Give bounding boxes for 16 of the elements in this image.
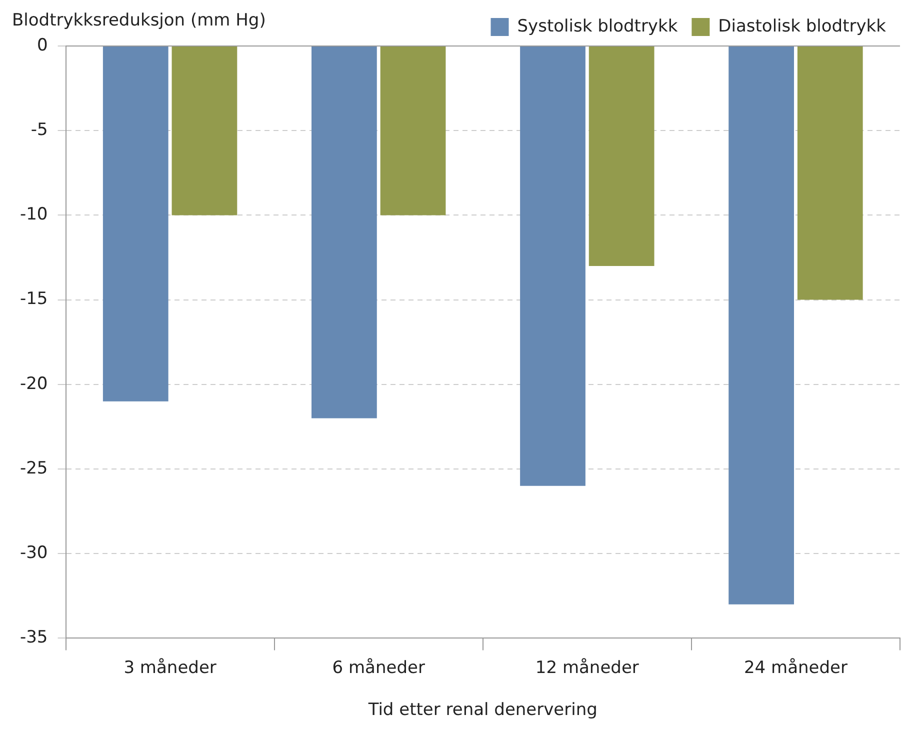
x-axis-title: Tid etter renal denervering bbox=[367, 700, 598, 720]
x-tick-label: 12 måneder bbox=[535, 658, 639, 678]
y-tick-label: -30 bbox=[20, 543, 48, 564]
y-tick-label: 0 bbox=[36, 35, 48, 56]
x-tick-label: 6 måneder bbox=[332, 658, 425, 678]
y-tick-label: -10 bbox=[20, 204, 48, 225]
y-tick-label: -20 bbox=[20, 374, 48, 394]
y-tick-label: -15 bbox=[20, 289, 48, 310]
legend-label: Diastolisk blodtrykk bbox=[718, 16, 886, 36]
y-tick-label: -35 bbox=[20, 628, 48, 648]
y-tick-label: -25 bbox=[20, 458, 48, 478]
x-tick-label: 3 måneder bbox=[124, 658, 216, 678]
x-tick-label: 24 måneder bbox=[744, 658, 848, 678]
legend-label: Systolisk blodtrykk bbox=[517, 16, 678, 36]
y-tick-label: -5 bbox=[30, 120, 48, 140]
y-axis-title: Blodtrykksreduksjon (mm Hg) bbox=[12, 10, 266, 30]
